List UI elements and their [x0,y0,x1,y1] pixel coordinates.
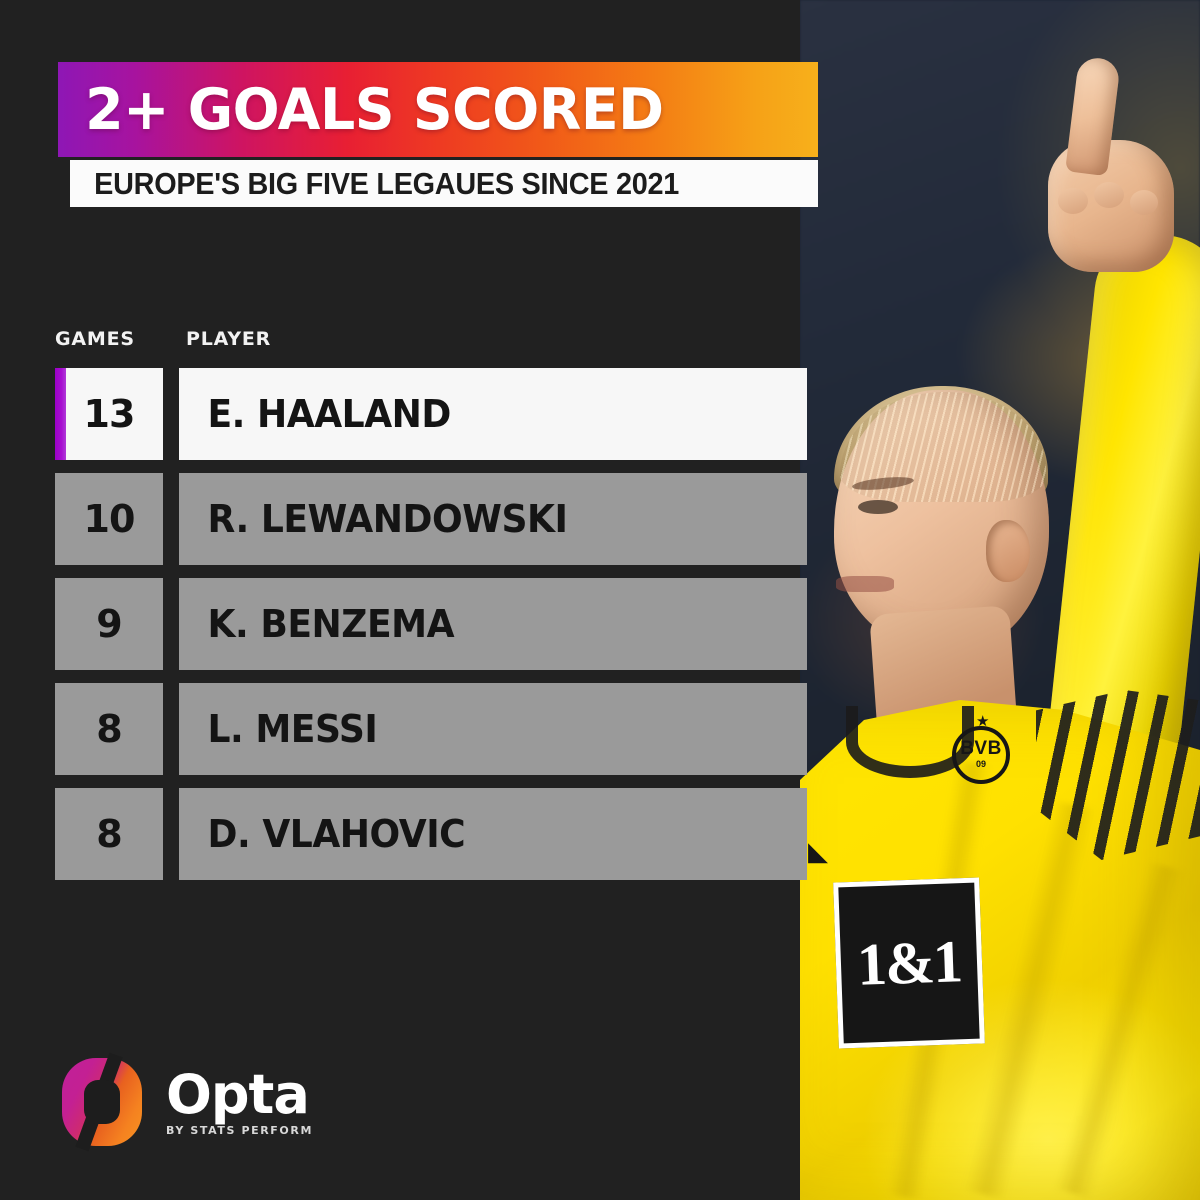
crest-star-icon: ★ [976,713,990,730]
opta-tagline-label: BY STATS PERFORM [166,1123,313,1137]
opta-wordmark: Opta BY STATS PERFORM [166,1062,313,1137]
opta-mark-icon [62,1052,142,1152]
title-banner: 2+ GOALS SCORED [58,62,818,157]
table-row[interactable]: 13 E. HAALAND [55,368,807,460]
table-row[interactable]: 10 R. LEWANDOWSKI [55,473,807,565]
ranking-table: 13 E. HAALAND 10 R. LEWANDOWSKI 9 [55,368,807,893]
player-photo: BVB 09 ★ ◣ 1&1 [800,0,1200,1200]
highlight-accent-bar [55,368,66,460]
knuckle [1094,182,1124,208]
games-cell: 9 [55,578,163,670]
games-value: 8 [96,707,122,751]
table-row[interactable]: 8 L. MESSI [55,683,807,775]
player-value: E. HAALAND [207,392,452,436]
content-panel: 2+ GOALS SCORED EUROPE'S BIG FIVE LEGAUE… [55,62,818,1152]
player-value: K. BENZEMA [207,602,455,646]
opta-word-label: Opta [166,1062,310,1126]
knuckle [1130,190,1158,215]
subtitle-banner: EUROPE'S BIG FIVE LEGAUES SINCE 2021 [70,160,818,207]
sponsor-patch: 1&1 [833,877,985,1049]
bvb-crest-label: BVB [960,738,1002,760]
games-cell: 13 [55,368,163,460]
games-value: 8 [96,812,122,856]
player-cell: E. HAALAND [179,368,807,460]
player-value: L. MESSI [207,707,378,751]
opta-logo: Opta BY STATS PERFORM [62,1052,313,1152]
puma-brand-icon: ◣ [808,836,828,866]
games-value: 10 [83,497,136,541]
opta-mark-cutout [84,1080,120,1124]
games-value: 13 [83,392,136,436]
bvb-crest-icon: BVB 09 [952,726,1010,784]
player-cell: K. BENZEMA [179,578,807,670]
games-cell: 8 [55,683,163,775]
player-cell: D. VLAHOVIC [179,788,807,880]
games-cell: 10 [55,473,163,565]
mouth [836,576,894,592]
bvb-crest-year: 09 [975,759,986,770]
column-header-player: PLAYER [186,328,272,350]
player-cell: R. LEWANDOWSKI [179,473,807,565]
ear [986,520,1030,582]
games-cell: 8 [55,788,163,880]
column-header-games: GAMES [55,328,135,350]
table-row[interactable]: 8 D. VLAHOVIC [55,788,807,880]
player-cell: L. MESSI [179,683,807,775]
table-header: GAMES PLAYER [55,328,795,354]
page-subtitle: EUROPE'S BIG FIVE LEGAUES SINCE 2021 [94,165,679,201]
games-value: 9 [96,602,122,646]
eye [858,500,898,514]
knuckle [1058,188,1088,214]
player-value: R. LEWANDOWSKI [207,497,568,541]
player-value: D. VLAHOVIC [207,812,466,856]
table-row[interactable]: 9 K. BENZEMA [55,578,807,670]
page-title: 2+ GOALS SCORED [85,76,664,143]
